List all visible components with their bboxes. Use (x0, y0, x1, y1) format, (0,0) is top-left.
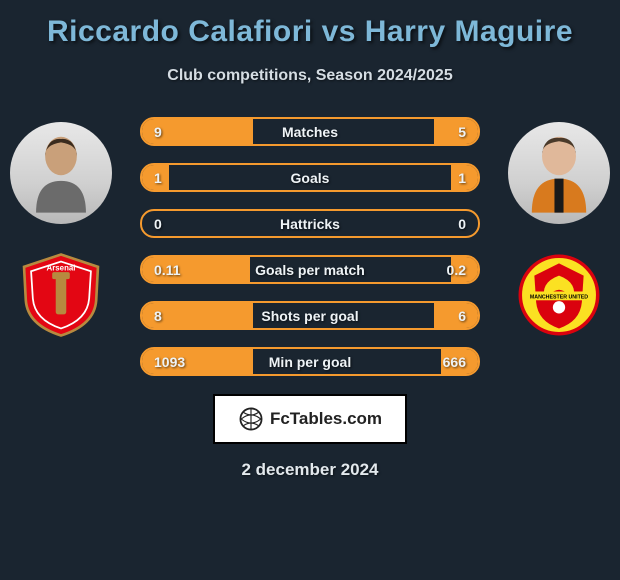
stat-row: 1 1 Goals (140, 163, 480, 192)
stat-value-right: 666 (443, 354, 466, 370)
fctables-logo-icon (238, 406, 264, 432)
stat-bar-right (434, 303, 478, 328)
stat-row: 8 6 Shots per goal (140, 301, 480, 330)
stat-value-left: 1 (154, 170, 162, 186)
stat-row: 9 5 Matches (140, 117, 480, 146)
stat-label: Goals per match (255, 262, 365, 278)
stat-label: Matches (282, 124, 338, 140)
stat-row: 0.11 0.2 Goals per match (140, 255, 480, 284)
arsenal-badge-icon: Arsenal (17, 251, 105, 339)
stat-value-left: 8 (154, 308, 162, 324)
page-title: Riccardo Calafiori vs Harry Maguire (0, 15, 620, 49)
comparison-card: Riccardo Calafiori vs Harry Maguire Club… (0, 0, 620, 490)
svg-text:Arsenal: Arsenal (46, 263, 75, 272)
stat-value-right: 0 (458, 216, 466, 232)
left-player-column: Arsenal (10, 122, 112, 342)
subtitle: Club competitions, Season 2024/2025 (0, 67, 620, 85)
brand-badge: FcTables.com (213, 394, 407, 444)
right-player-avatar (508, 122, 610, 224)
stat-bar-right (434, 119, 478, 144)
stat-row: 0 0 Hattricks (140, 209, 480, 238)
man-utd-badge-icon: MANCHESTER UNITED (515, 251, 603, 339)
svg-text:MANCHESTER UNITED: MANCHESTER UNITED (530, 295, 588, 301)
person-silhouette-icon (27, 133, 95, 213)
stat-value-right: 0.2 (447, 262, 466, 278)
stat-value-left: 0 (154, 216, 162, 232)
stat-value-left: 1093 (154, 354, 185, 370)
left-player-avatar (10, 122, 112, 224)
right-club-badge: MANCHESTER UNITED (509, 248, 609, 342)
stat-value-left: 0.11 (154, 262, 180, 278)
stat-value-right: 1 (458, 170, 466, 186)
left-club-badge: Arsenal (11, 248, 111, 342)
stat-label: Min per goal (269, 354, 351, 370)
footer-date: 2 december 2024 (0, 460, 620, 480)
stat-value-right: 5 (458, 124, 466, 140)
stat-row: 1093 666 Min per goal (140, 347, 480, 376)
stat-value-left: 9 (154, 124, 162, 140)
right-player-column: MANCHESTER UNITED (508, 122, 610, 342)
person-silhouette-icon (525, 133, 593, 213)
stats-table: 9 5 Matches 1 1 Goals 0 0 Hattricks 0.11 0.2 Goals … (140, 117, 480, 376)
stat-label: Shots per goal (261, 308, 358, 324)
brand-text: FcTables.com (270, 409, 382, 429)
stat-value-right: 6 (458, 308, 466, 324)
stat-label: Goals (291, 170, 330, 186)
stat-label: Hattricks (280, 216, 340, 232)
